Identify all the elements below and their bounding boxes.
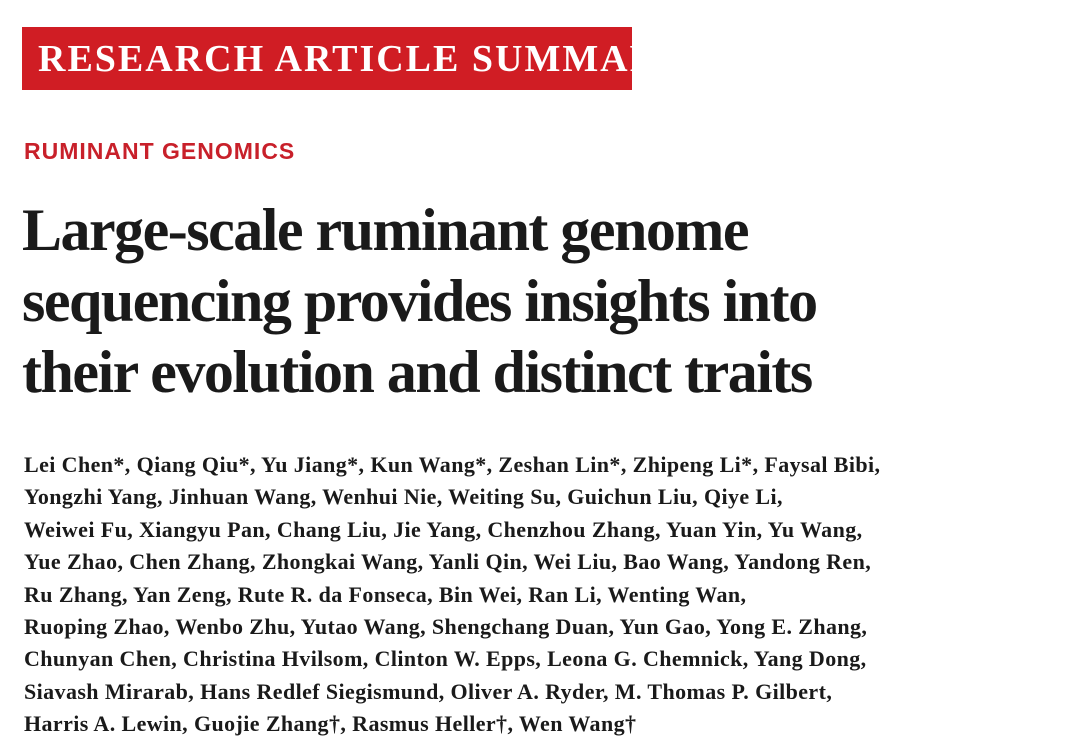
author-line: Chunyan Chen, Christina Hvilsom, Clinton… xyxy=(24,646,867,672)
author-line: Harris A. Lewin, Guojie Zhang†, Rasmus H… xyxy=(24,711,637,737)
banner: RESEARCH ARTICLE SUMMARY xyxy=(22,27,685,90)
section-label: RUMINANT GENOMICS xyxy=(24,138,296,164)
banner-text: RESEARCH ARTICLE SUMMARY xyxy=(38,38,688,80)
author-line: Lei Chen*, Qiang Qiu*, Yu Jiang*, Kun Wa… xyxy=(24,452,881,477)
author-line: Ru Zhang, Yan Zeng, Rute R. da Fonseca, … xyxy=(24,581,747,607)
author-line: Siavash Mirarab, Hans Redlef Siegismund,… xyxy=(24,678,833,704)
author-line: Yongzhi Yang, Jinhuan Wang, Wenhui Nie, … xyxy=(24,484,783,510)
author-line: Ruoping Zhao, Wenbo Zhu, Yutao Wang, She… xyxy=(24,614,868,639)
title-line: their evolution and distinct traits xyxy=(22,339,813,405)
author-line: Weiwei Fu, Xiangyu Pan, Chang Liu, Jie Y… xyxy=(24,516,863,542)
title-line: sequencing provides insights into xyxy=(22,268,818,334)
author-line: Yue Zhao, Chen Zhang, Zhongkai Wang, Yan… xyxy=(24,549,872,575)
title-line: Large-scale ruminant genome xyxy=(22,197,750,263)
